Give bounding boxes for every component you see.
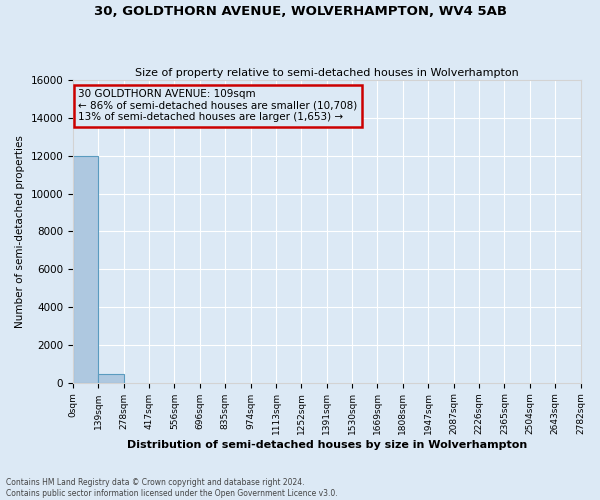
Y-axis label: Number of semi-detached properties: Number of semi-detached properties <box>15 135 25 328</box>
Title: Size of property relative to semi-detached houses in Wolverhampton: Size of property relative to semi-detach… <box>135 68 518 78</box>
Bar <box>73 156 98 382</box>
Text: 30, GOLDTHORN AVENUE, WOLVERHAMPTON, WV4 5AB: 30, GOLDTHORN AVENUE, WOLVERHAMPTON, WV4… <box>94 5 506 18</box>
X-axis label: Distribution of semi-detached houses by size in Wolverhampton: Distribution of semi-detached houses by … <box>127 440 527 450</box>
Text: Contains HM Land Registry data © Crown copyright and database right 2024.
Contai: Contains HM Land Registry data © Crown c… <box>6 478 338 498</box>
Bar <box>98 374 124 382</box>
Text: 30 GOLDTHORN AVENUE: 109sqm
← 86% of semi-detached houses are smaller (10,708)
1: 30 GOLDTHORN AVENUE: 109sqm ← 86% of sem… <box>78 89 358 122</box>
